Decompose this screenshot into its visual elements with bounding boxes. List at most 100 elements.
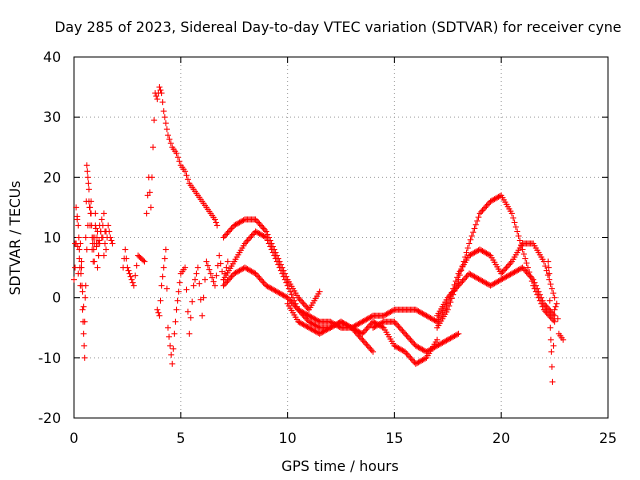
data-point-marker	[486, 251, 493, 258]
data-point-marker	[173, 306, 180, 313]
data-point-marker	[358, 335, 365, 342]
data-point-marker	[510, 214, 517, 221]
data-point-marker	[169, 360, 176, 367]
data-point-marker	[511, 219, 518, 226]
data-point-marker	[272, 255, 279, 262]
data-point-marker	[546, 306, 553, 313]
data-point-marker	[283, 279, 290, 286]
data-point-marker	[459, 278, 466, 285]
data-point-marker	[548, 285, 555, 292]
data-point-marker	[468, 232, 475, 239]
data-point-marker	[291, 302, 298, 309]
data-point-marker	[174, 297, 181, 304]
data-point-marker	[92, 225, 99, 232]
y-tick-label: 0	[52, 291, 61, 307]
data-point-marker	[452, 278, 459, 285]
data-point-marker	[224, 229, 231, 236]
data-point-marker	[315, 323, 322, 330]
data-point-marker	[97, 228, 104, 235]
data-point-marker	[80, 330, 87, 337]
data-point-marker	[162, 246, 169, 253]
data-point-marker	[228, 273, 235, 280]
data-point-marker	[157, 87, 164, 94]
data-point-marker	[100, 252, 107, 259]
data-point-marker	[89, 234, 96, 241]
data-point-marker	[150, 144, 157, 151]
data-point-marker	[257, 222, 264, 229]
data-point-marker	[202, 276, 209, 283]
data-point-marker	[213, 219, 220, 226]
data-point-marker	[159, 99, 166, 106]
data-point-marker	[547, 324, 554, 331]
data-point-marker	[203, 258, 210, 265]
data-point-marker	[315, 317, 322, 324]
x-tick-label: 0	[70, 431, 79, 447]
data-point-marker	[543, 303, 550, 310]
data-point-marker	[157, 297, 164, 304]
data-point-marker	[94, 264, 101, 271]
data-point-marker	[548, 315, 555, 322]
data-point-marker	[540, 306, 547, 313]
data-point-marker	[502, 266, 509, 273]
data-point-marker	[161, 255, 168, 262]
data-point-marker	[454, 331, 461, 338]
data-point-marker	[548, 348, 555, 355]
data-point-marker	[133, 262, 140, 269]
x-axis-label: GPS time / hours	[281, 459, 398, 475]
data-point-marker	[84, 168, 91, 175]
data-point-marker	[206, 266, 213, 273]
data-point-marker	[168, 351, 175, 358]
data-point-marker	[257, 276, 264, 283]
data-point-marker	[227, 226, 234, 233]
data-point-marker	[183, 172, 190, 179]
data-point-marker	[271, 252, 278, 259]
data-point-marker	[520, 251, 527, 258]
data-point-marker	[460, 276, 467, 283]
data-point-marker	[148, 174, 155, 181]
data-point-marker	[71, 276, 77, 283]
data-point-marker	[530, 276, 537, 283]
data-point-marker	[87, 204, 94, 211]
data-point-marker	[166, 136, 173, 143]
data-point-marker	[467, 236, 474, 243]
data-point-marker	[263, 234, 270, 241]
data-point-marker	[406, 353, 413, 360]
data-point-marker	[483, 202, 490, 209]
data-point-marker	[470, 229, 477, 236]
data-point-marker	[474, 217, 481, 224]
data-point-marker	[132, 272, 139, 279]
data-point-marker	[79, 288, 86, 295]
data-point-marker	[363, 341, 370, 348]
data-point-marker	[360, 338, 367, 345]
data-point-marker	[144, 192, 151, 199]
data-point-marker	[434, 336, 441, 343]
data-point-marker	[523, 260, 530, 267]
data-point-marker	[479, 207, 486, 214]
data-point-marker	[455, 330, 462, 337]
axis-ticks: 0 5 10 15 20 25 -20 -10 0 10 20 30 40	[38, 50, 617, 447]
data-point-marker	[204, 262, 211, 269]
data-point-marker	[297, 297, 304, 304]
data-point-marker	[391, 318, 398, 325]
data-point-marker	[551, 318, 558, 325]
data-point-marker	[176, 158, 183, 165]
data-point-marker	[214, 222, 221, 229]
data-point-marker	[301, 302, 308, 309]
data-point-marker	[130, 282, 137, 289]
data-point-marker	[158, 282, 165, 289]
data-point-marker	[155, 309, 162, 316]
data-point-marker	[182, 168, 189, 175]
x-tick-label: 20	[492, 431, 510, 447]
data-point-marker	[364, 324, 371, 331]
data-point-marker	[126, 270, 133, 277]
data-point-marker	[253, 217, 260, 224]
data-point-marker	[464, 245, 471, 252]
data-point-marker	[189, 298, 196, 305]
data-point-marker	[520, 266, 527, 273]
data-point-marker	[85, 186, 92, 193]
data-point-marker	[484, 201, 491, 208]
data-point-marker	[524, 264, 531, 271]
data-point-marker	[554, 315, 561, 322]
data-point-marker	[223, 231, 230, 238]
data-point-marker	[410, 339, 417, 346]
